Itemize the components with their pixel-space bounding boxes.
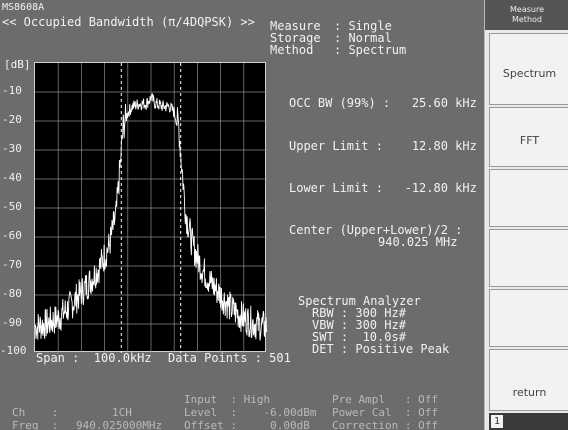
spectrum-softkey[interactable]: Spectrum	[489, 33, 568, 105]
swt-value: SWT : 10.0s#	[312, 330, 406, 344]
spectrum-softkey-label: Spectrum	[502, 67, 557, 80]
analyzer-screen: MS8608A << Occupied Bandwidth (π/4DQPSK)…	[0, 0, 484, 430]
panel-title-line-1: Measure	[510, 5, 544, 14]
page-indicator: 1	[489, 413, 568, 430]
y-tick-label: -50	[2, 200, 22, 213]
lower-limit-result: Lower Limit : -12.80 kHz	[289, 181, 477, 195]
panel-title-line-2: Method	[511, 15, 542, 24]
y-tick-label: -10	[2, 84, 22, 97]
correction-status: Correction : Off	[332, 419, 438, 430]
screen-title: << Occupied Bandwidth (π/4DQPSK) >>	[2, 15, 255, 29]
spectrum-plot	[34, 62, 267, 353]
blank-softkey-4[interactable]	[489, 229, 568, 287]
fft-softkey-label: FFT	[519, 134, 540, 147]
y-tick-label: -70	[2, 258, 22, 271]
analyzer-title: Spectrum Analyzer	[298, 294, 421, 308]
return-softkey[interactable]: return	[489, 349, 568, 411]
freq-value: 940.025000MHz	[76, 419, 163, 430]
span-label: Span : 100.0kHz	[36, 351, 152, 365]
rbw-value: RBW : 300 Hz#	[312, 306, 406, 320]
method-label: Method	[270, 43, 314, 57]
y-tick-label: -60	[2, 229, 22, 242]
level-status: Level : -6.00dBm	[184, 406, 317, 419]
y-unit-label: [dB]	[4, 58, 31, 71]
blank-softkey-5[interactable]	[489, 289, 568, 347]
softkey-panel: Measure Method Spectrum FFT return 1	[484, 0, 568, 430]
det-value: DET : Positive Peak	[312, 342, 450, 356]
offset-status: Offset : 0.00dB	[184, 419, 310, 430]
blank-softkey-3[interactable]	[489, 169, 568, 227]
vbw-value: VBW : 300 Hz#	[312, 318, 406, 332]
return-softkey-label: return	[512, 386, 547, 399]
input-status: Input : High	[184, 393, 271, 406]
occ-bw-result: OCC BW (99%) : 25.60 kHz	[289, 96, 477, 110]
data-points-label: Data Points : 501	[168, 351, 291, 365]
freq-label: Freq :	[12, 419, 59, 430]
model-name: MS8608A	[2, 2, 45, 13]
power-cal-status: Power Cal : Off	[332, 406, 438, 419]
method-value: : Spectrum	[334, 43, 407, 57]
page-number: 1	[491, 415, 503, 428]
ch-label: Ch :	[12, 406, 59, 419]
softkey-panel-title: Measure Method	[485, 0, 568, 30]
center-label: Center (Upper+Lower)/2 :	[289, 223, 463, 237]
y-tick-label: -30	[2, 142, 22, 155]
spectrum-trace	[35, 93, 267, 341]
upper-limit-result: Upper Limit : 12.80 kHz	[289, 139, 477, 153]
storage-value: : Normal	[334, 31, 392, 45]
ch-value: 1CH	[112, 406, 132, 419]
y-tick-label: -80	[2, 287, 22, 300]
pre-ampl-status: Pre Ampl : Off	[332, 393, 438, 406]
y-tick-label: -40	[2, 171, 22, 184]
storage-label: Storage	[270, 31, 321, 45]
spectrum-plot-svg	[35, 63, 267, 353]
fft-softkey[interactable]: FFT	[489, 107, 568, 167]
y-tick-label: -100	[0, 344, 27, 357]
y-tick-label: -20	[2, 113, 22, 126]
measure-label: Measure	[270, 19, 321, 33]
measure-value: : Single	[334, 19, 392, 33]
y-tick-label: -90	[2, 316, 22, 329]
center-value: 940.025 MHz	[378, 235, 458, 249]
